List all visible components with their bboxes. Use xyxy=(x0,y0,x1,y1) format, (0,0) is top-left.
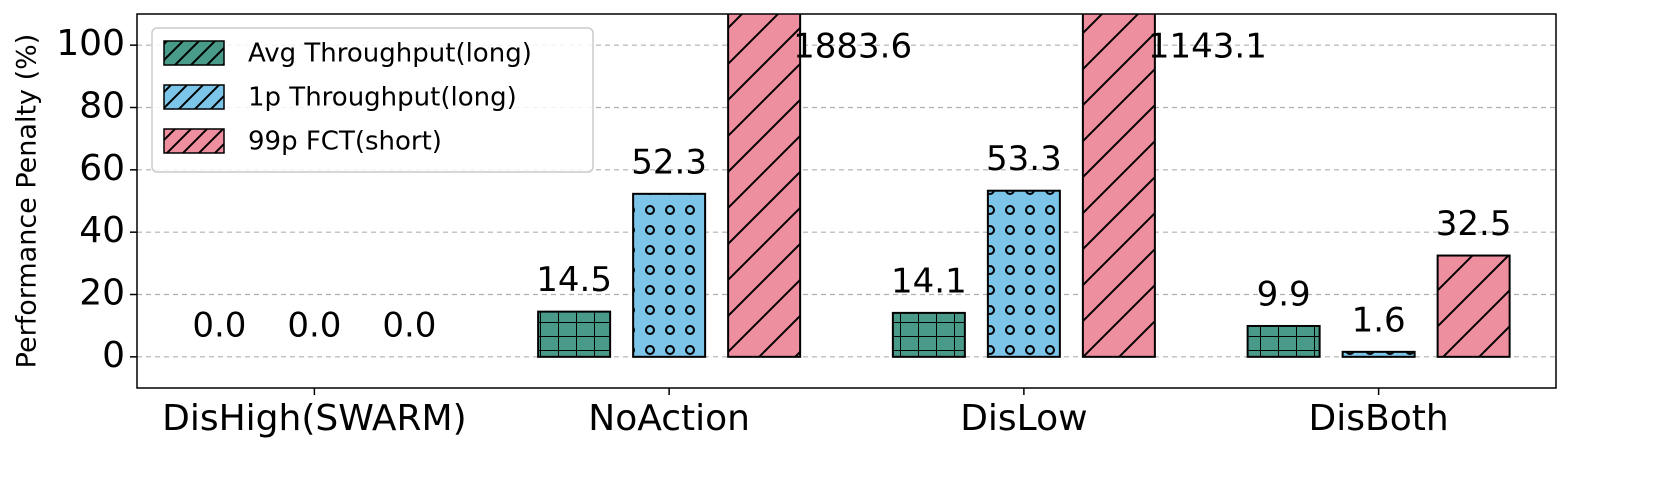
value-label: 0.0 xyxy=(382,305,436,345)
bar-hatch xyxy=(1341,350,1416,358)
y-tick-label: 80 xyxy=(79,86,125,127)
plot-frame xyxy=(136,13,1557,389)
x-tick-label: NoAction xyxy=(588,398,750,439)
y-tick-label: 20 xyxy=(79,273,125,314)
bar-hatch xyxy=(632,192,707,358)
value-label: 53.3 xyxy=(986,139,1062,179)
bar-hatch xyxy=(537,310,612,358)
bar-hatch xyxy=(891,311,966,358)
value-label: 0.0 xyxy=(192,305,246,345)
bar-hatch xyxy=(727,14,802,358)
x-tick-label: DisHigh(SWARM) xyxy=(162,398,467,439)
bar-hatch xyxy=(1246,324,1321,358)
value-label: 52.3 xyxy=(631,142,707,182)
plot-area xyxy=(537,14,1511,358)
bar-hatch xyxy=(1436,254,1511,358)
legend-label: Avg Throughput(long) xyxy=(248,39,532,69)
legend-swatch-hatch xyxy=(163,128,225,154)
value-label: 1883.6 xyxy=(793,27,912,67)
x-tick-label: DisBoth xyxy=(1309,398,1449,439)
value-label: 32.5 xyxy=(1436,204,1512,244)
y-tick-label: 100 xyxy=(56,23,125,64)
value-label: 9.9 xyxy=(1257,274,1311,314)
y-tick-label: 0 xyxy=(102,335,125,376)
bar-hatch xyxy=(1081,14,1156,358)
value-label: 14.5 xyxy=(536,260,612,300)
value-label: 14.1 xyxy=(891,261,967,301)
x-tick-label: DisLow xyxy=(960,398,1087,439)
legend-label: 99p FCT(short) xyxy=(248,127,442,157)
legend-swatch-hatch xyxy=(163,40,225,66)
y-tick-label: 60 xyxy=(79,148,125,189)
legend-label: 1p Throughput(long) xyxy=(248,83,517,113)
y-tick-label: 40 xyxy=(79,210,125,251)
legend-swatch-hatch xyxy=(163,84,225,110)
legend-box xyxy=(151,27,594,173)
y-axis-label: Performance Penalty (%) xyxy=(12,34,43,369)
value-label: 1143.1 xyxy=(1148,27,1267,67)
bar-hatch xyxy=(986,189,1061,358)
value-label: 1.6 xyxy=(1352,300,1406,340)
value-label: 0.0 xyxy=(287,305,341,345)
